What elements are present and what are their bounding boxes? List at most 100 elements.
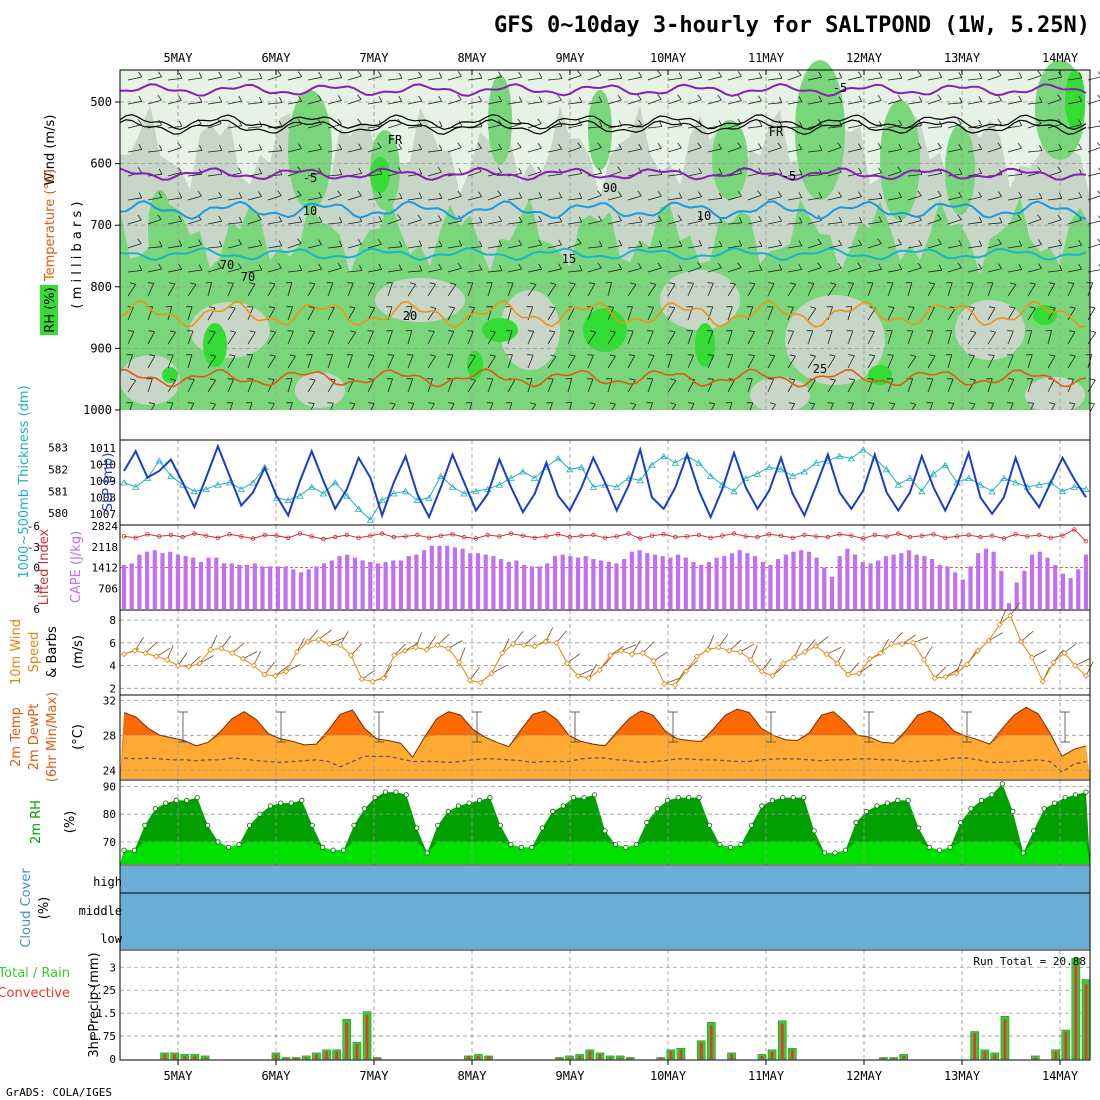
wind-speed-point	[693, 653, 700, 660]
cape-bar	[991, 551, 996, 609]
wind-barb	[307, 268, 322, 273]
wind-barb-feather	[779, 97, 783, 103]
wind-barb	[727, 100, 742, 105]
wind-barb-feather	[318, 143, 323, 150]
date-label-top: 7MAY	[360, 51, 390, 65]
wind-barb	[1047, 98, 1062, 105]
wind-barb	[367, 243, 382, 249]
wind-barb	[167, 125, 182, 129]
cape-bar	[452, 547, 457, 609]
precip-convective-bar	[558, 1057, 561, 1059]
wind-barb-feather	[989, 306, 996, 309]
date-label-top: 14MAY	[1042, 51, 1079, 65]
wind-barb-feather	[387, 354, 394, 356]
wind-barb	[527, 147, 542, 153]
wind-barb	[327, 222, 342, 225]
wind-barb-feather	[809, 354, 816, 357]
wind-barb-feather	[148, 354, 155, 357]
wind-barb	[787, 355, 796, 369]
wind-barb-feather	[417, 214, 422, 221]
below-ground	[120, 410, 1090, 440]
thickness-point	[249, 479, 257, 486]
wind-barb	[227, 76, 242, 81]
wind-barb	[407, 219, 422, 225]
wind-barb	[687, 196, 702, 201]
wind-barb-feather	[268, 378, 275, 380]
wind-barb-feather	[438, 263, 443, 270]
wind-barb	[147, 173, 162, 177]
date-label-bottom: 14MAY	[1042, 1069, 1079, 1083]
wind-barb-feather	[670, 402, 677, 405]
wind-barb-feather	[678, 192, 683, 198]
wind-barb-feather	[1009, 306, 1016, 309]
wind-barb-10m	[145, 641, 158, 654]
wind-barb-feather	[797, 70, 802, 76]
wind-barb-feather	[308, 306, 315, 309]
wind-barb-10m	[955, 658, 963, 674]
wind-barb	[787, 306, 794, 321]
wind-barb	[147, 283, 155, 297]
contour-label: FR	[388, 133, 403, 147]
wind-barb-feather	[538, 263, 543, 270]
wind-barb	[347, 282, 354, 297]
wind-barb-feather	[138, 119, 142, 125]
wind-barb	[747, 283, 756, 297]
precip-convective-bar	[1084, 984, 1088, 1059]
wind-barb-feather	[238, 144, 243, 151]
wind-barb-feather	[758, 240, 763, 247]
wind-speed-point	[531, 643, 538, 650]
wind-barb-feather	[929, 354, 936, 357]
wind-barb-feather	[339, 216, 343, 223]
wind-barb	[527, 197, 542, 201]
wind-barb	[827, 267, 842, 273]
wind-barb	[207, 331, 216, 345]
rh2m-point	[226, 844, 232, 851]
wind-barb-feather	[309, 282, 316, 285]
wind-barb	[1027, 378, 1033, 393]
wind-barb-feather	[697, 94, 702, 100]
t2m-unit: (°C)	[71, 724, 86, 750]
wind-barb-feather	[1018, 240, 1023, 247]
wind-barb-feather	[938, 264, 943, 271]
wind-barb-feather	[219, 240, 223, 247]
wind-barb	[747, 331, 755, 345]
wind-barb-feather	[357, 190, 362, 197]
date-label-bottom: 8MAY	[458, 1069, 488, 1083]
wind-speed-point	[1028, 654, 1036, 661]
wind-barb	[127, 76, 142, 81]
cape-bar	[776, 559, 781, 609]
wind-barb	[447, 284, 457, 297]
wind-barb-feather	[178, 72, 183, 79]
wind-barb	[887, 378, 894, 393]
wind-barb	[367, 173, 382, 177]
wind-barb	[287, 270, 302, 273]
thickness-point	[143, 474, 152, 481]
wind-barb-10m	[847, 662, 860, 675]
precip-convective-bar	[598, 1054, 602, 1059]
precip-tick-label: 0	[109, 1053, 116, 1066]
wind-barb	[627, 99, 642, 105]
wind-barb	[847, 379, 856, 393]
wind-barb-10m	[1020, 630, 1034, 643]
contour-15	[119, 246, 1087, 261]
wind-barb	[867, 268, 882, 273]
wind-barb-feather	[138, 71, 143, 78]
wind-barb	[987, 196, 1002, 201]
wind-barb-feather	[238, 167, 242, 174]
cape-bar	[822, 567, 827, 609]
wind-barb-feather	[778, 168, 783, 174]
wind-barb	[527, 171, 542, 177]
wind-barb-feather	[297, 143, 302, 149]
wind-barb	[547, 378, 554, 393]
wind-barb-feather	[489, 354, 496, 357]
wind-barb	[907, 75, 922, 81]
precip-convective-bar	[325, 1051, 328, 1059]
wind-barb-feather	[978, 143, 983, 150]
thickness-point	[753, 470, 762, 477]
precip-convective-bar	[710, 1025, 713, 1059]
cape-bar	[668, 557, 673, 609]
temp-tick-label: 28	[103, 729, 116, 742]
temp-fill-light	[120, 735, 1090, 779]
wind-barb-feather	[368, 402, 375, 404]
wind-barb	[327, 149, 342, 153]
